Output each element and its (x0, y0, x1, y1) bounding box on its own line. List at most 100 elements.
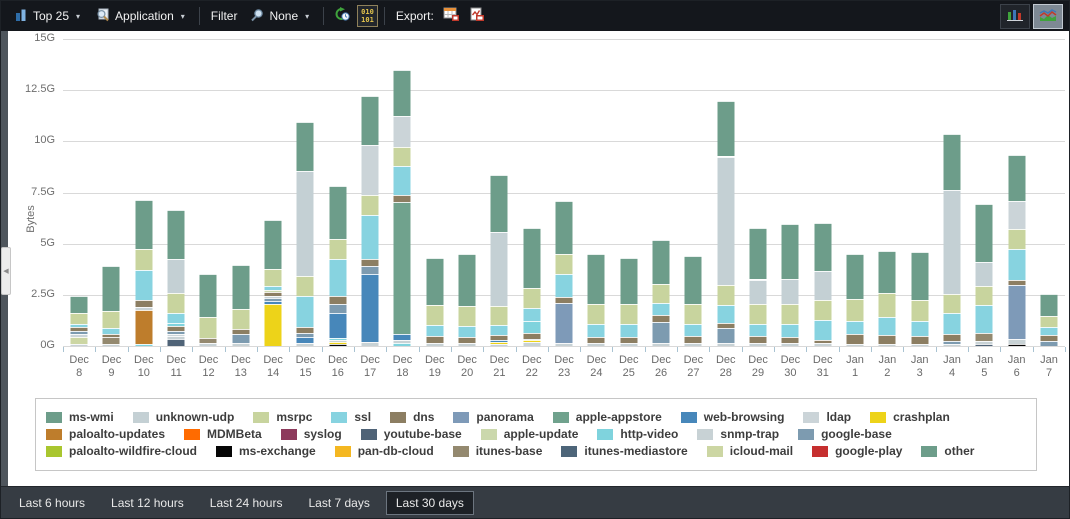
segment-ssl[interactable] (652, 303, 670, 316)
segment-dns[interactable] (587, 336, 605, 343)
segment-unknown-udp[interactable] (717, 156, 735, 285)
segment-dns[interactable] (781, 336, 799, 344)
segment-ms-wmi[interactable] (523, 228, 541, 288)
segment-ms-wmi[interactable] (1040, 293, 1058, 316)
segment-msrpc[interactable] (458, 305, 476, 327)
segment-http-video[interactable] (393, 342, 411, 346)
segment-ssl[interactable] (1008, 249, 1026, 280)
segment-ms-wmi[interactable] (587, 253, 605, 304)
segment-msrpc[interactable] (296, 276, 314, 297)
segment-msrpc[interactable] (717, 284, 735, 306)
segment-msrpc[interactable] (911, 300, 929, 321)
segment-msrpc[interactable] (199, 317, 217, 338)
segment-google-base[interactable] (329, 303, 347, 313)
segment-snmp-trap[interactable] (781, 343, 799, 346)
segment-ms-wmi[interactable] (749, 228, 767, 280)
bar-dec-11[interactable] (160, 39, 192, 346)
bar-jan-4[interactable] (936, 39, 968, 346)
segment-ms-wmi[interactable] (975, 203, 993, 262)
segment-ssl[interactable] (684, 323, 702, 337)
segment-msrpc[interactable] (846, 298, 864, 322)
segment-msrpc[interactable] (620, 303, 638, 325)
segment-snmp-trap[interactable] (555, 342, 573, 346)
segment-google-base[interactable] (232, 334, 250, 344)
segment-ssl[interactable] (975, 304, 993, 333)
segment-paloalto-updates[interactable] (135, 310, 153, 344)
segment-ssl[interactable] (846, 321, 864, 335)
segment-unknown-udp[interactable] (490, 232, 508, 307)
bar-jan-3[interactable] (904, 39, 936, 346)
segment-snmp-trap[interactable] (1008, 339, 1026, 345)
segment-ms-wmi[interactable] (296, 121, 314, 171)
segment-snmp-trap[interactable] (232, 343, 250, 346)
bar-dec-12[interactable] (192, 39, 224, 346)
segment-dns[interactable] (264, 291, 282, 297)
bar-dec-27[interactable] (677, 39, 709, 346)
segment-ssl[interactable] (296, 296, 314, 327)
segment-http-video[interactable] (329, 337, 347, 340)
segment-ms-wmi[interactable] (555, 200, 573, 254)
segment-google-base[interactable] (70, 331, 88, 335)
segment-ms-wmi[interactable] (490, 175, 508, 233)
segment-msrpc[interactable] (684, 304, 702, 324)
time-tab-last-30-days[interactable]: Last 30 days (385, 490, 474, 515)
bar-dec-14[interactable] (257, 39, 289, 346)
segment-crashplan[interactable] (264, 304, 282, 346)
segment-dns[interactable] (329, 296, 347, 304)
bar-jan-2[interactable] (871, 39, 903, 346)
chart-type-line-button[interactable] (1033, 3, 1063, 29)
segment-apple-update[interactable] (264, 289, 282, 292)
segment-dns[interactable] (458, 336, 476, 343)
bar-dec-19[interactable] (419, 39, 451, 346)
segment-snmp-trap[interactable] (361, 341, 379, 346)
bar-dec-15[interactable] (289, 39, 321, 346)
segment-msrpc[interactable] (523, 287, 541, 309)
segment-ssl[interactable] (458, 326, 476, 337)
bar-jan-7[interactable] (1033, 39, 1065, 346)
dimension-dropdown[interactable]: Application ▾ (88, 4, 193, 29)
segment-msrpc[interactable] (652, 284, 670, 304)
bar-jan-6[interactable] (1001, 39, 1033, 346)
bar-dec-25[interactable] (613, 39, 645, 346)
segment-ms-wmi[interactable] (620, 258, 638, 304)
segment-ms-wmi[interactable] (814, 223, 832, 272)
segment-snmp-trap[interactable] (199, 343, 217, 346)
segment-ssl[interactable] (490, 324, 508, 336)
segment-ssl[interactable] (1040, 327, 1058, 335)
export-pdf-button[interactable] (464, 5, 489, 27)
bar-dec-13[interactable] (225, 39, 257, 346)
segment-msrpc[interactable] (264, 268, 282, 287)
segment-dns[interactable] (135, 300, 153, 307)
export-csv-button[interactable] (439, 5, 464, 27)
segment-dns[interactable] (846, 334, 864, 344)
bar-dec-18[interactable] (386, 39, 418, 346)
segment-msrpc[interactable] (102, 310, 120, 329)
bar-dec-10[interactable] (128, 39, 160, 346)
segment-dns[interactable] (426, 335, 444, 343)
bar-dec-30[interactable] (774, 39, 806, 346)
segment-unknown-udp[interactable] (296, 170, 314, 277)
segment-dns[interactable] (555, 296, 573, 303)
segment-msrpc[interactable] (1040, 315, 1058, 328)
bar-dec-28[interactable] (710, 39, 742, 346)
segment-ssl[interactable] (361, 215, 379, 260)
segment-ssl[interactable] (70, 324, 88, 328)
bar-dec-20[interactable] (451, 39, 483, 346)
time-sync-button[interactable] (330, 5, 355, 27)
segment-ssl[interactable] (102, 328, 120, 335)
segment-msrpc[interactable] (232, 308, 250, 330)
segment-itunes-base[interactable] (975, 332, 993, 341)
segment-msrpc[interactable] (781, 303, 799, 325)
bar-dec-31[interactable] (807, 39, 839, 346)
segment-snmp-trap[interactable] (70, 343, 88, 346)
segment-snmp-trap[interactable] (749, 343, 767, 346)
bar-dec-26[interactable] (645, 39, 677, 346)
segment-google-base[interactable] (943, 341, 961, 345)
segment-msrpc[interactable] (329, 238, 347, 260)
segment-dns[interactable] (814, 339, 832, 343)
segment-dns[interactable] (749, 335, 767, 344)
bar-jan-5[interactable] (968, 39, 1000, 346)
segment-ms-wmi[interactable] (264, 220, 282, 269)
time-tab-last-24-hours[interactable]: Last 24 hours (209, 495, 283, 510)
segment-ms-wmi[interactable] (684, 255, 702, 305)
